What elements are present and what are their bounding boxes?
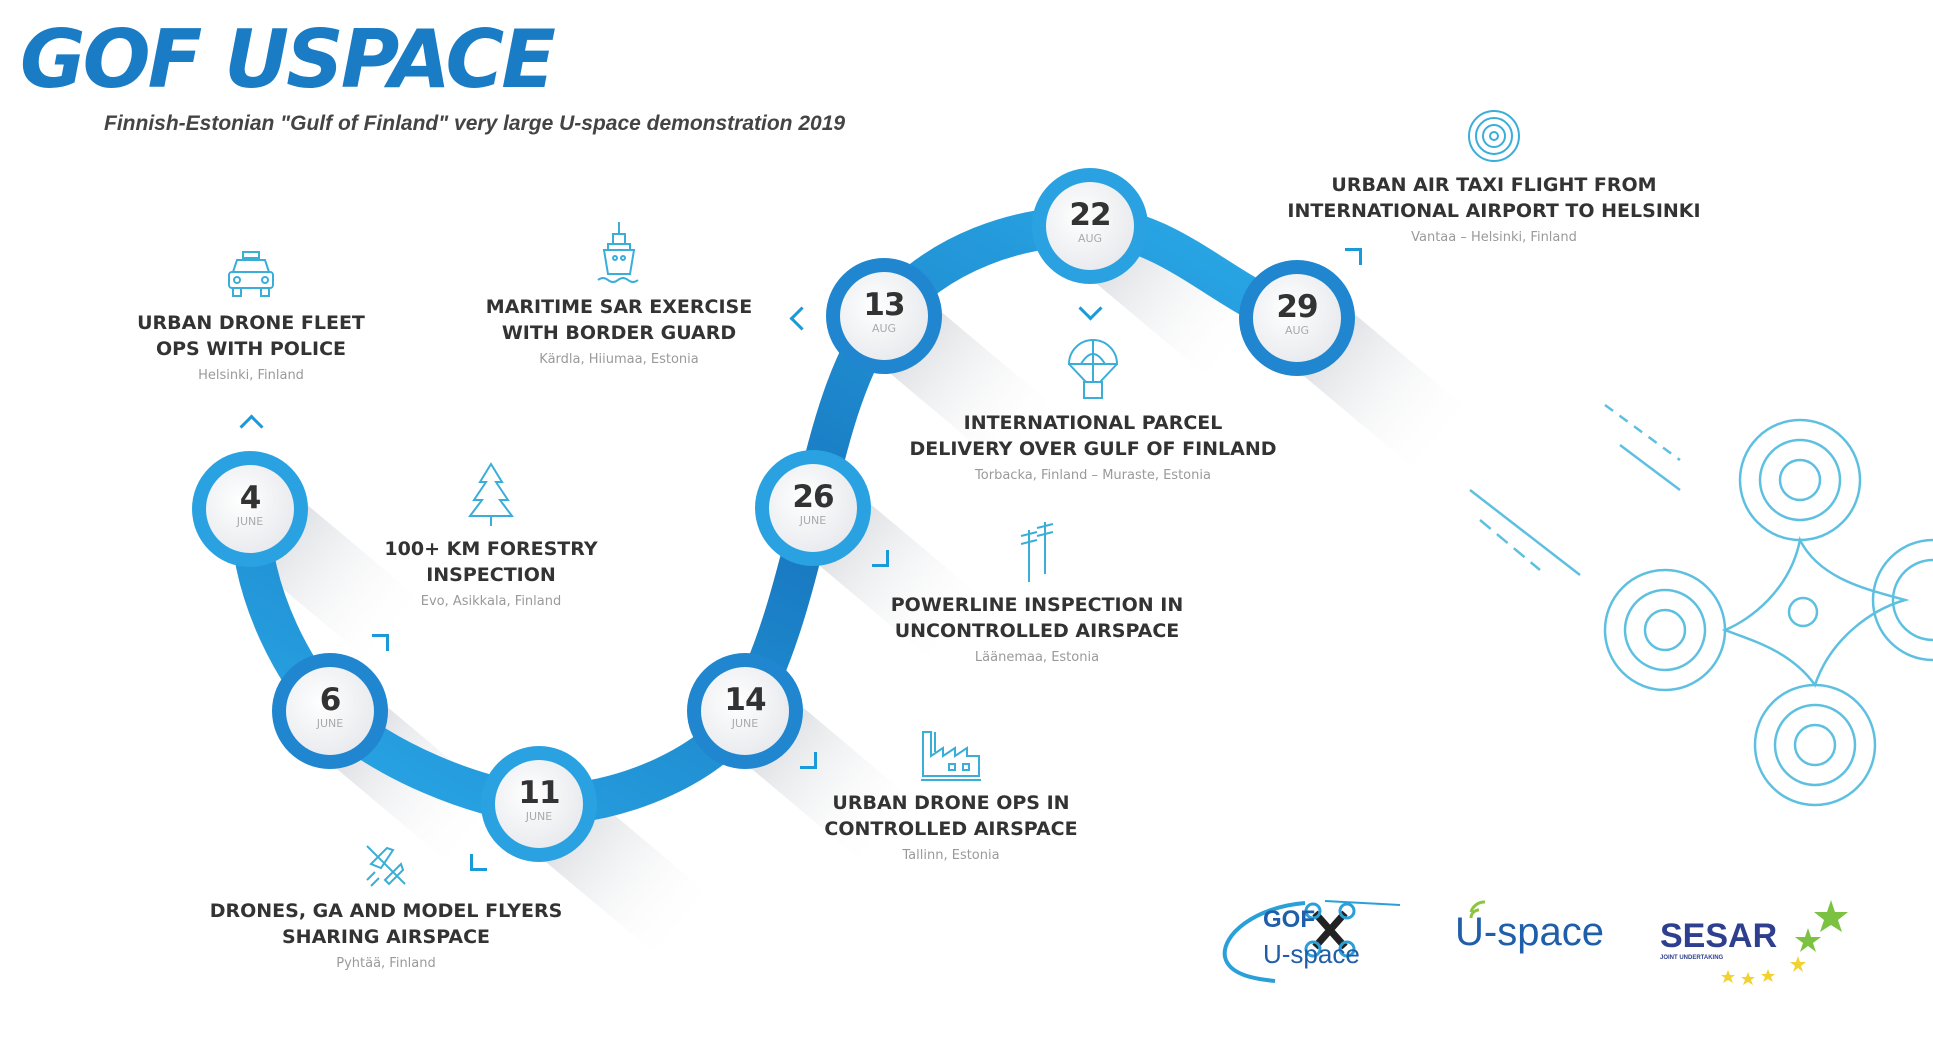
event-forestry-inspection: 100+ KM FORESTRY INSPECTION Evo, Asikkal… [281,462,701,609]
date-day: 13 [863,287,905,323]
event-location: Vantaa – Helsinki, Finland [1411,230,1577,245]
event-title: MARITIME SAR EXERCISE [485,296,753,318]
date-circle [286,667,374,755]
event-title: 100+ KM FORESTRY [384,538,598,560]
event-title: INSPECTION [426,564,556,586]
date-month: AUG [1284,324,1310,337]
police-car-icon [228,251,274,297]
event-title: CONTROLLED AIRSPACE [824,818,1078,840]
date-month: AUG [871,322,897,335]
tree-icon [468,462,514,526]
corner-arrow-icon [872,550,889,567]
event-title: URBAN AIR TAXI FLIGHT FROM [1331,174,1657,196]
date-day: 26 [792,479,834,515]
factory-icon [921,731,981,781]
star-shape [1761,969,1775,982]
date-day: 29 [1276,289,1318,325]
date-day: 11 [518,775,560,811]
event-location: Tallinn, Estonia [902,848,1000,863]
event-title: WITH BORDER GUARD [501,322,737,344]
date-marker-4-june: 4 JUNE [206,465,294,553]
radar-target-icon [1468,110,1520,162]
event-location: Torbacka, Finland – Muraste, Estonia [975,468,1211,483]
uspace-logo-text: U-space [1455,910,1604,954]
date-month: JUNE [799,514,827,527]
uspace-logo: U-space [1455,900,1604,955]
corner-arrow-icon [800,752,817,769]
signal-icon [1469,900,1486,919]
event-location: Pyhtää, Finland [336,956,436,971]
event-title: OPS WITH POLICE [155,338,347,360]
stars-icon [1790,900,1848,972]
event-urban-air-taxi: URBAN AIR TAXI FLIGHT FROM INTERNATIONAL… [1254,108,1734,245]
date-circle [840,272,928,360]
page-subtitle: Finnish-Estonian "Gulf of Finland" very … [104,112,846,135]
date-month: JUNE [316,717,344,730]
star-shape [1790,956,1806,972]
star-shape [1741,972,1755,985]
date-marker-29-aug: 29 AUG [1253,274,1341,362]
date-marker-14-june: 14 JUNE [701,667,789,755]
event-title: INTERNATIONAL AIRPORT TO HELSINKI [1287,200,1701,222]
date-day: 22 [1069,197,1111,233]
corner-arrow-icon [372,634,389,651]
event-drones-ga-model-flyers: DRONES, GA AND MODEL FLYERS SHARING AIRS… [176,840,596,971]
gof-logo-subtext: U-space [1263,939,1360,969]
star-shape [1814,900,1848,932]
ship-icon [597,222,639,283]
date-marker-11-june: 11 JUNE [495,760,583,848]
date-marker-6-june: 6 JUNE [286,667,374,755]
sesar-logo-subtext: JOINT UNDERTAKING [1660,955,1724,961]
event-location: Kärdla, Hiiumaa, Estonia [539,352,699,367]
date-circle [1046,182,1134,270]
event-title: UNCONTROLLED AIRSPACE [894,620,1180,642]
date-day: 6 [319,682,342,718]
date-month: JUNE [731,717,759,730]
event-title: POWERLINE INSPECTION IN [890,594,1184,616]
corner-arrow-icon [470,854,487,871]
powerline-icon [1020,522,1054,582]
event-location: Evo, Asikkala, Finland [420,594,562,609]
date-day: 14 [724,682,766,718]
event-location: Helsinki, Finland [198,368,304,383]
event-powerline-inspection: POWERLINE INSPECTION IN UNCONTROLLED AIR… [827,520,1247,665]
event-location: Läänemaa, Estonia [974,650,1100,665]
small-stars-icon [1721,969,1775,985]
gof-logo-text: GOF [1263,906,1315,933]
event-title: DELIVERY OVER GULF OF FINLAND [909,438,1277,460]
date-day: 4 [239,480,262,516]
date-month: AUG [1077,232,1103,245]
star-shape [1795,928,1821,952]
date-marker-22-aug: 22 AUG [1046,182,1134,270]
drone-logo-icon [1222,900,1401,983]
star-shape [1721,970,1735,983]
gof-uspace-logo: GOF U-space [1215,895,1405,985]
page-title: GOF USPACE [20,13,556,106]
corner-arrow-icon [1345,248,1362,265]
sesar-logo-text: SESAR [1660,917,1778,955]
date-circle [769,464,857,552]
event-title: INTERNATIONAL PARCEL [963,412,1223,434]
sesar-logo: SESAR JOINT UNDERTAKING [1660,900,1860,998]
event-title: SHARING AIRSPACE [282,926,490,948]
event-title: URBAN DRONE OPS IN [832,792,1070,814]
date-circle [701,667,789,755]
airplane-icon [366,845,406,887]
event-urban-drone-fleet: URBAN DRONE FLEET OPS WITH POLICE Helsin… [41,250,461,383]
event-title: DRONES, GA AND MODEL FLYERS [209,900,563,922]
event-title: URBAN DRONE FLEET [137,312,365,334]
event-urban-drone-ops-controlled: URBAN DRONE OPS IN CONTROLLED AIRSPACE T… [741,726,1161,863]
date-marker-13-aug: 13 AUG [840,272,928,360]
date-circle [1253,274,1341,362]
date-month: JUNE [525,810,553,823]
date-circle [206,465,294,553]
event-maritime-sar: MARITIME SAR EXERCISE WITH BORDER GUARD … [409,220,829,367]
drone-outline-icon [1469,403,1933,807]
date-month: JUNE [236,515,264,528]
date-circle [495,760,583,848]
date-marker-26-june: 26 JUNE [769,464,857,552]
parachute-parcel-icon [1067,339,1119,399]
event-international-parcel: INTERNATIONAL PARCEL DELIVERY OVER GULF … [883,338,1303,483]
